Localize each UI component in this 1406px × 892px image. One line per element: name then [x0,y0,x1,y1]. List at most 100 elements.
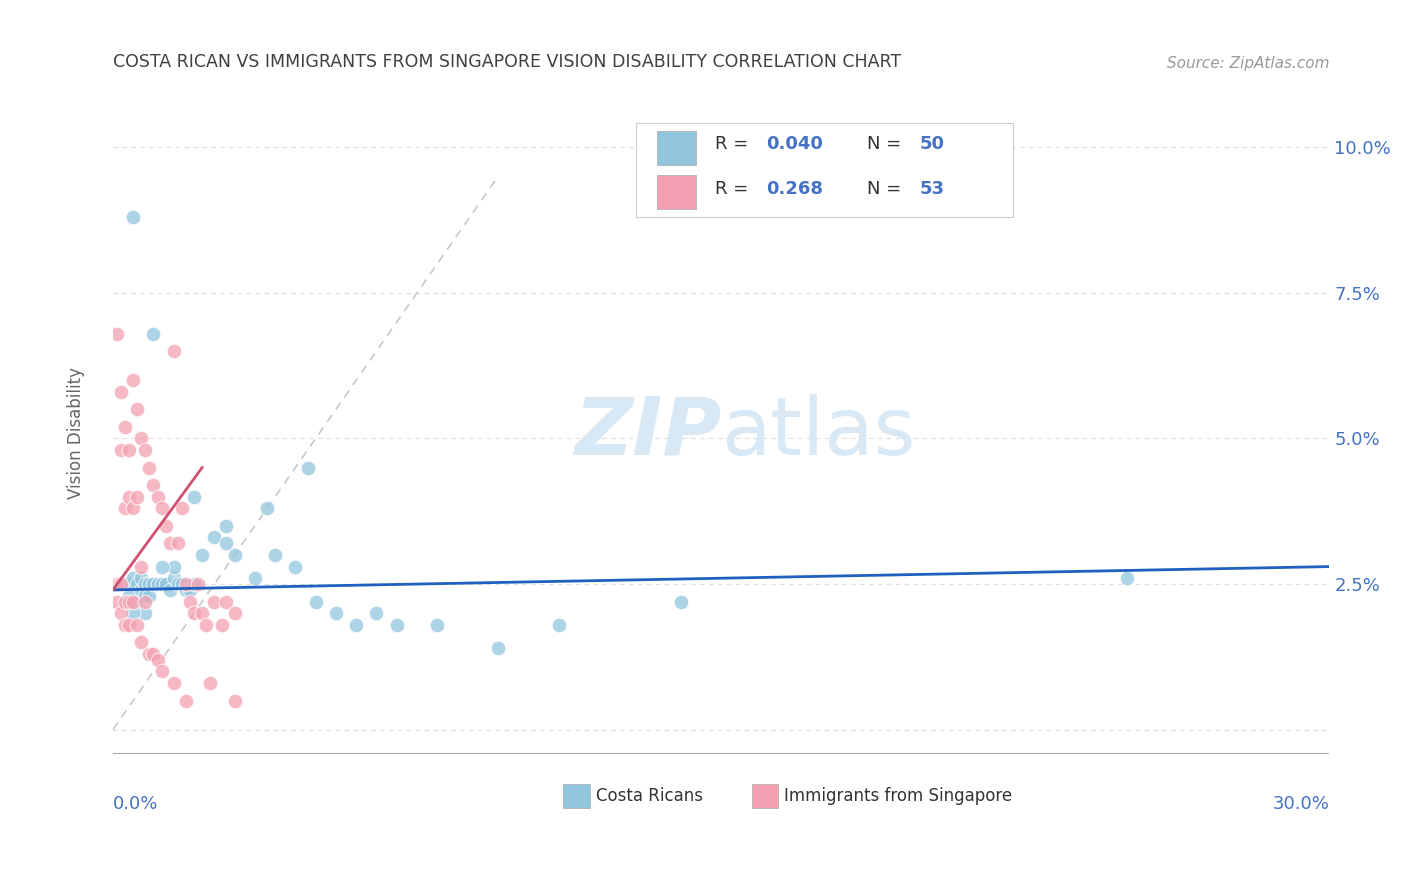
Point [243,571,266,585]
Bar [657,175,696,209]
Point [256,501,278,516]
Text: Vision Disability: Vision Disability [67,367,86,499]
Point [142,577,165,591]
Point [163,344,186,359]
Point [669,594,692,608]
Point [183,606,205,620]
Point [170,577,193,591]
Point [127,617,149,632]
Point [138,577,160,591]
Point [297,460,319,475]
Point [1115,571,1137,585]
Point [134,577,156,591]
Point [215,594,238,608]
Point [163,571,186,585]
Point [105,326,128,341]
Text: R =: R = [716,135,754,153]
Point [224,548,246,562]
Point [202,594,225,608]
Text: Costa Ricans: Costa Ricans [596,787,703,805]
Point [179,582,201,597]
Point [138,647,160,661]
Point [114,419,136,434]
Point [110,606,132,620]
Bar [657,131,696,165]
Point [426,617,449,632]
Point [150,577,173,591]
Point [344,617,367,632]
Point [150,559,173,574]
Point [105,594,128,608]
Point [122,571,145,585]
Point [174,582,197,597]
Point [131,432,153,446]
Point [142,326,165,341]
Point [134,443,156,458]
Point [122,373,145,387]
Point [155,518,177,533]
Point [166,536,188,550]
Point [166,577,188,591]
Point [150,665,173,679]
Point [224,693,246,707]
Point [127,402,149,417]
Point [174,693,197,707]
Point [284,559,307,574]
Point [146,490,169,504]
Point [134,589,156,603]
Point [170,501,193,516]
Point [183,490,205,504]
Text: 0.268: 0.268 [766,180,823,198]
Point [264,548,287,562]
Point [118,490,141,504]
Point [486,641,509,656]
Text: ZIP: ZIP [574,393,721,472]
Point [548,617,571,632]
Point [122,606,145,620]
Point [127,594,149,608]
Point [131,559,153,574]
Point [110,577,132,591]
Point [385,617,408,632]
Point [114,577,136,591]
Text: R =: R = [716,180,754,198]
Text: atlas: atlas [721,393,915,472]
Point [127,490,149,504]
Text: COSTA RICAN VS IMMIGRANTS FROM SINGAPORE VISION DISABILITY CORRELATION CHART: COSTA RICAN VS IMMIGRANTS FROM SINGAPORE… [112,53,901,70]
Point [366,606,388,620]
Point [187,577,209,591]
Point [114,617,136,632]
Text: 53: 53 [920,180,945,198]
Point [122,501,145,516]
Point [146,653,169,667]
Point [211,617,233,632]
Point [183,577,205,591]
Point [110,443,132,458]
Point [195,617,218,632]
Point [163,676,186,690]
Point [138,589,160,603]
Point [131,582,153,597]
Text: Immigrants from Singapore: Immigrants from Singapore [785,787,1012,805]
Text: 30.0%: 30.0% [1272,795,1330,813]
Point [131,571,153,585]
Point [122,594,145,608]
Point [325,606,347,620]
Bar [562,784,589,808]
Point [118,443,141,458]
Point [179,594,201,608]
Point [110,384,132,399]
Point [150,501,173,516]
Point [127,577,149,591]
Point [155,577,177,591]
Point [305,594,328,608]
Point [142,478,165,492]
Point [134,606,156,620]
Point [146,577,169,591]
Text: 0.0%: 0.0% [112,795,159,813]
Point [122,210,145,224]
Point [159,582,181,597]
Point [105,577,128,591]
Point [114,594,136,608]
Point [138,460,160,475]
